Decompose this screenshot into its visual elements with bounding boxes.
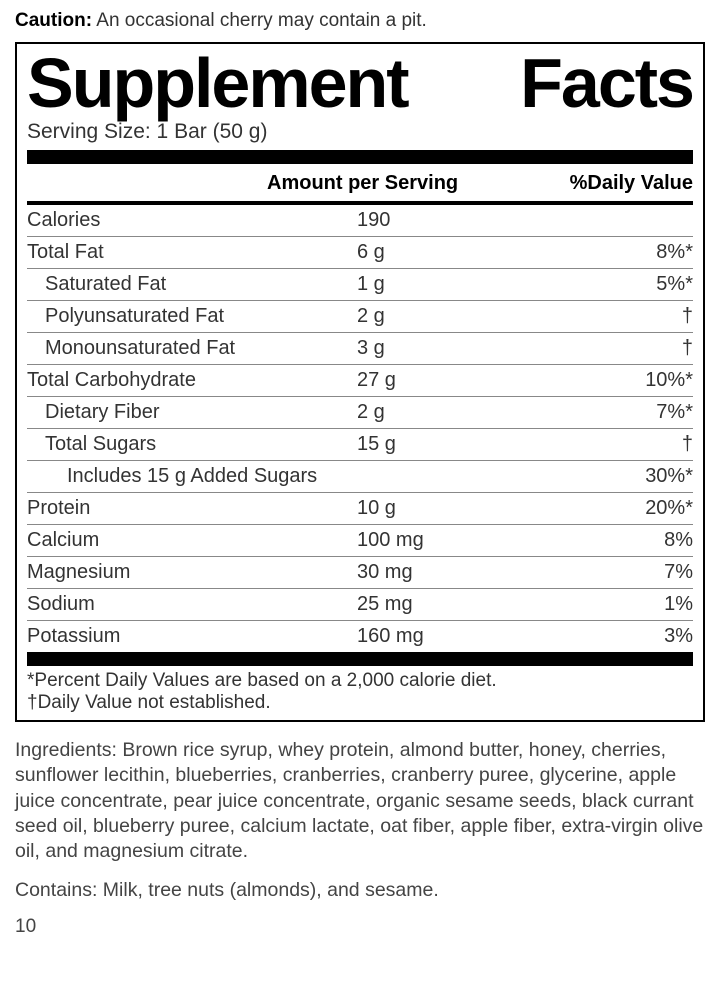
nutrient-amount: 10 g bbox=[357, 497, 553, 520]
nutrient-amount: 30 mg bbox=[357, 561, 553, 584]
serving-size: Serving Size: 1 Bar (50 g) bbox=[27, 120, 693, 144]
nutrient-label: Calories bbox=[27, 209, 357, 232]
nutrient-dv: 5%* bbox=[553, 273, 693, 296]
nutrient-amount: 6 g bbox=[357, 241, 553, 264]
nutrient-row: Saturated Fat1 g5%* bbox=[27, 269, 693, 301]
nutrient-dv: † bbox=[553, 433, 693, 456]
nutrient-rows: Calories190Total Fat6 g8%*Saturated Fat1… bbox=[27, 205, 693, 652]
nutrient-label: Dietary Fiber bbox=[27, 401, 357, 424]
nutrient-dv: 10%* bbox=[553, 369, 693, 392]
nutrient-dv: 1% bbox=[553, 593, 693, 616]
nutrient-amount: 2 g bbox=[357, 305, 553, 328]
title-left: Supplement bbox=[27, 48, 408, 118]
nutrient-amount: 15 g bbox=[357, 433, 553, 456]
header-amount: Amount per Serving bbox=[267, 172, 523, 195]
footnotes: *Percent Daily Values are based on a 2,0… bbox=[27, 666, 693, 714]
nutrient-dv: 3% bbox=[553, 625, 693, 648]
nutrient-label: Magnesium bbox=[27, 561, 357, 584]
header-dv: %Daily Value bbox=[523, 172, 693, 195]
nutrient-label: Potassium bbox=[27, 625, 357, 648]
nutrient-row: Monounsaturated Fat3 g† bbox=[27, 333, 693, 365]
nutrient-row: Total Sugars15 g† bbox=[27, 429, 693, 461]
supplement-facts-panel: Supplement Facts Serving Size: 1 Bar (50… bbox=[15, 42, 705, 722]
nutrient-amount: 25 mg bbox=[357, 593, 553, 616]
nutrient-row: Total Carbohydrate27 g10%* bbox=[27, 365, 693, 397]
nutrient-amount: 190 bbox=[357, 209, 553, 232]
nutrient-row: Magnesium30 mg7% bbox=[27, 557, 693, 589]
panel-title: Supplement Facts bbox=[27, 44, 693, 118]
nutrient-amount: 100 mg bbox=[357, 529, 553, 552]
nutrient-dv bbox=[553, 209, 693, 232]
nutrient-label: Protein bbox=[27, 497, 357, 520]
nutrient-dv: 8% bbox=[553, 529, 693, 552]
nutrient-row: Calcium100 mg8% bbox=[27, 525, 693, 557]
caution-text: Caution: An occasional cherry may contai… bbox=[15, 10, 705, 32]
nutrient-row: Sodium25 mg1% bbox=[27, 589, 693, 621]
nutrient-dv: 7% bbox=[553, 561, 693, 584]
caution-label: Caution: bbox=[15, 10, 92, 31]
nutrient-label: Includes 15 g Added Sugars bbox=[27, 465, 357, 488]
nutrient-row: Potassium160 mg3% bbox=[27, 621, 693, 652]
nutrient-dv: 30%* bbox=[553, 465, 693, 488]
nutrient-label: Total Fat bbox=[27, 241, 357, 264]
nutrient-dv: 20%* bbox=[553, 497, 693, 520]
nutrient-amount: 27 g bbox=[357, 369, 553, 392]
caution-body: An occasional cherry may contain a pit. bbox=[96, 10, 427, 31]
nutrient-amount: 160 mg bbox=[357, 625, 553, 648]
nutrient-amount bbox=[357, 465, 553, 488]
nutrient-label: Monounsaturated Fat bbox=[27, 337, 357, 360]
nutrient-row: Includes 15 g Added Sugars 30%* bbox=[27, 461, 693, 493]
footnote-dagger: †Daily Value not established. bbox=[27, 692, 693, 714]
nutrient-label: Calcium bbox=[27, 529, 357, 552]
nutrient-row: Polyunsaturated Fat2 g† bbox=[27, 301, 693, 333]
contains-text: Contains: Milk, tree nuts (almonds), and… bbox=[15, 879, 705, 902]
title-right: Facts bbox=[520, 48, 693, 118]
nutrient-amount: 2 g bbox=[357, 401, 553, 424]
nutrient-label: Total Carbohydrate bbox=[27, 369, 357, 392]
nutrient-amount: 3 g bbox=[357, 337, 553, 360]
column-headers: Amount per Serving %Daily Value bbox=[27, 164, 693, 201]
nutrient-label: Total Sugars bbox=[27, 433, 357, 456]
nutrient-dv: 8%* bbox=[553, 241, 693, 264]
footnote-pdv: *Percent Daily Values are based on a 2,0… bbox=[27, 670, 693, 692]
divider-thick-bottom bbox=[27, 652, 693, 666]
nutrient-dv: † bbox=[553, 337, 693, 360]
nutrient-dv: 7%* bbox=[553, 401, 693, 424]
nutrient-row: Protein10 g20%* bbox=[27, 493, 693, 525]
nutrient-label: Sodium bbox=[27, 593, 357, 616]
nutrient-row: Calories190 bbox=[27, 205, 693, 237]
divider-thick bbox=[27, 150, 693, 164]
nutrient-dv: † bbox=[553, 305, 693, 328]
nutrient-amount: 1 g bbox=[357, 273, 553, 296]
nutrient-label: Saturated Fat bbox=[27, 273, 357, 296]
nutrient-row: Dietary Fiber2 g7%* bbox=[27, 397, 693, 429]
nutrient-row: Total Fat6 g8%* bbox=[27, 237, 693, 269]
nutrient-label: Polyunsaturated Fat bbox=[27, 305, 357, 328]
ingredients-text: Ingredients: Brown rice syrup, whey prot… bbox=[15, 738, 705, 865]
page-number: 10 bbox=[15, 916, 705, 938]
